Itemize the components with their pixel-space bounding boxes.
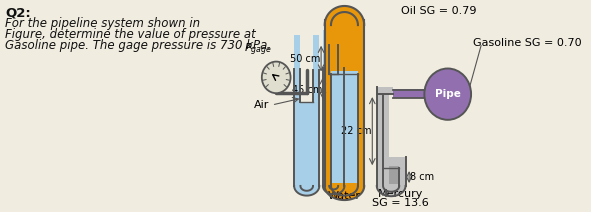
Bar <box>294 35 300 102</box>
Text: For the pipeline system shown in: For the pipeline system shown in <box>5 17 200 30</box>
Bar <box>377 87 393 94</box>
Bar <box>323 30 329 74</box>
Circle shape <box>424 68 471 120</box>
Text: Gasoline pipe. The gage pressure is 730 kPa.: Gasoline pipe. The gage pressure is 730 … <box>5 39 271 52</box>
Text: 50 cm: 50 cm <box>290 54 320 64</box>
Bar <box>329 50 338 74</box>
Text: Q2:: Q2: <box>5 6 31 19</box>
Text: Water: Water <box>328 191 361 201</box>
Bar <box>313 35 319 102</box>
Polygon shape <box>323 186 345 194</box>
Text: Mercury: Mercury <box>378 189 423 199</box>
Bar <box>377 157 405 186</box>
Bar <box>383 166 400 184</box>
Bar <box>294 71 319 186</box>
Text: Oil SG = 0.79: Oil SG = 0.79 <box>401 6 476 16</box>
Text: SG = 13.6: SG = 13.6 <box>372 198 428 208</box>
Text: Figure, determine the value of pressure at: Figure, determine the value of pressure … <box>5 28 256 41</box>
Bar <box>300 55 313 102</box>
Polygon shape <box>324 6 364 25</box>
Bar <box>324 25 364 186</box>
Text: Pipe: Pipe <box>435 89 460 99</box>
Polygon shape <box>324 186 364 200</box>
Polygon shape <box>377 186 405 196</box>
Text: 45 cm: 45 cm <box>291 85 322 95</box>
Bar <box>338 30 345 74</box>
Text: Gasoline SG = 0.70: Gasoline SG = 0.70 <box>473 38 582 48</box>
Text: 8 cm: 8 cm <box>410 172 434 182</box>
Text: 22 cm: 22 cm <box>341 126 371 136</box>
Circle shape <box>262 62 291 93</box>
Bar <box>383 94 389 186</box>
Bar <box>400 157 405 186</box>
Text: $P_{gage}$: $P_{gage}$ <box>244 41 272 58</box>
Text: Air: Air <box>254 100 269 110</box>
Bar <box>393 89 424 98</box>
Polygon shape <box>294 186 319 196</box>
Bar <box>331 71 358 183</box>
Bar <box>377 87 383 186</box>
Bar <box>323 44 345 186</box>
